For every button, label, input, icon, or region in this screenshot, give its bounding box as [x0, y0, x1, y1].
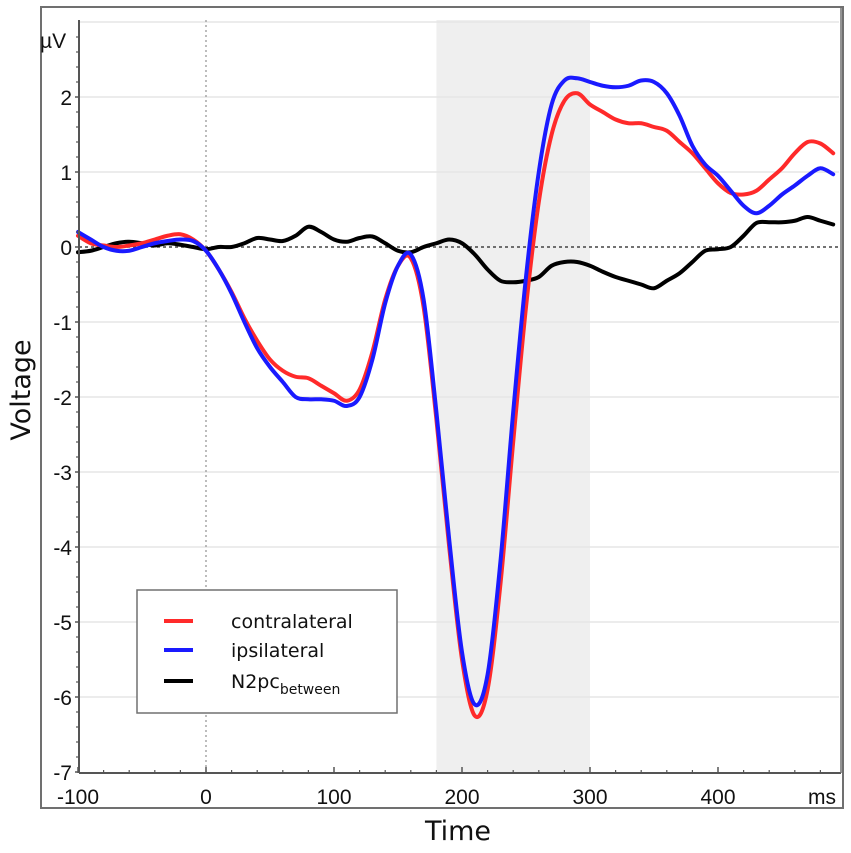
series-lines	[76, 75, 836, 719]
y-tick-label: 1	[60, 162, 72, 185]
y-tick-label: -2	[53, 387, 72, 410]
legend: contralateral ipsilateral N2pcbetween	[136, 589, 398, 714]
legend-label-contralateral: contralateral	[231, 611, 353, 633]
series-line-ipsilateral	[76, 75, 836, 708]
x-tick-label: 0	[200, 786, 212, 809]
y-tick-label: 0	[60, 237, 72, 260]
x-tick-label: 400	[700, 786, 735, 809]
legend-label-n2pc: N2pcbetween	[231, 671, 340, 698]
y-tick-label: -3	[53, 462, 72, 485]
y-tick-label: -6	[53, 687, 72, 710]
legend-label-ipsilateral: ipsilateral	[231, 640, 324, 662]
x-tick-label: 300	[572, 786, 607, 809]
outer-frame	[40, 6, 844, 809]
y-unit-label: µV	[40, 30, 66, 53]
x-axis-title: Time	[424, 816, 491, 847]
x-tick-label: 200	[444, 786, 479, 809]
y-tick-label: -5	[53, 612, 72, 635]
x-unit-label: ms	[808, 786, 836, 809]
y-tick-label: -1	[53, 312, 72, 335]
x-tick-label: -100	[57, 786, 99, 809]
y-tick-label: -4	[53, 537, 72, 560]
y-tick-label: 2	[60, 87, 72, 110]
axis-ticks: -7 -6 -5 -4 -3 -2 -1 0 1 2 -100 0 100 200 300 400	[53, 36, 822, 809]
x-tick-label: 100	[316, 786, 351, 809]
legend-label-n2pc-subscript: between	[280, 682, 341, 698]
y-tick-label: -7	[53, 762, 72, 785]
y-axis-title: Voltage	[6, 339, 37, 440]
